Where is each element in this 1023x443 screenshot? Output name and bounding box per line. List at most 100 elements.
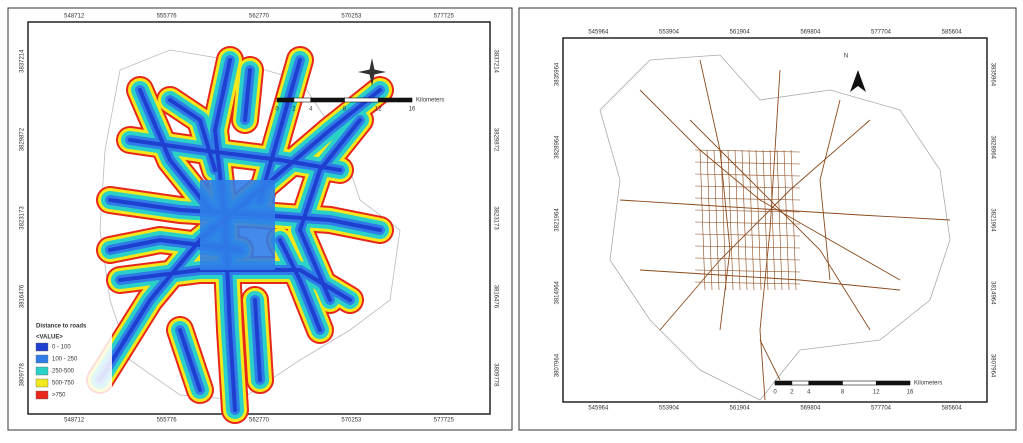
coordinate-label: 3816476 [492,285,498,309]
legend-label: >750 [52,393,66,399]
scale-segment [293,97,312,103]
scale-label: 16 [907,390,914,396]
scale-label: 8 [841,390,845,396]
scale-segment [808,380,843,386]
road-network [619,59,951,401]
coordinate-label: 545964 [588,406,609,412]
scale-label: 12 [873,390,880,396]
scale-label: 2 [790,390,794,396]
road [694,197,801,201]
coordinate-label: 555776 [157,418,178,424]
road [689,119,871,331]
road [741,149,748,291]
coordinate-label: 553904 [659,406,680,412]
road [694,161,801,165]
coordinate-label: 569804 [800,406,821,412]
coordinate-label: 555776 [157,14,178,20]
scale-label: 8 [343,107,347,113]
coordinate-label: 3835964 [989,63,995,87]
road [776,149,783,291]
coordinate-label: 3821964 [555,208,561,232]
buffer [278,238,322,332]
road [694,185,801,189]
road [694,245,801,249]
legend-title: Distance to roads [36,324,87,330]
road [734,149,741,291]
road [713,149,720,291]
coordinate-label: 561904 [730,30,751,36]
road [819,99,841,281]
scale-unit: Kilometers [914,381,942,387]
coordinate-label: 3814964 [555,280,561,304]
coordinate-label: 569804 [800,30,821,36]
legend-label: 100 - 250 [52,357,78,363]
coordinate-label: 3823173 [492,206,498,230]
road [694,269,801,273]
road [699,149,706,291]
road [639,89,901,281]
north-label: N [844,54,848,60]
scale-segment [791,380,810,386]
coordinate-label: 3823173 [20,206,26,230]
road [694,149,801,153]
scale-segment [774,380,793,386]
coordinate-label: 3837214 [20,49,26,73]
coordinate-label: 577725 [434,418,455,424]
coordinate-label: 577704 [871,406,892,412]
legend-label: 0 - 100 [52,345,71,351]
left-frame [27,21,491,415]
buffer [168,98,217,172]
buffer [243,68,252,122]
scale-label: 0 [275,107,279,113]
buffer [128,138,342,172]
scale-segment [875,380,911,386]
legend-swatch [35,354,49,364]
legend-label: 500-750 [52,381,75,387]
north-arrow [358,58,386,86]
road [748,149,755,291]
road [727,149,734,291]
legend-swatch [35,378,49,388]
coordinate-label: 570253 [341,418,362,424]
coordinate-label: 553904 [659,30,680,36]
coordinate-label: 3807964 [989,354,995,378]
road [720,149,727,291]
legend-swatch [35,390,49,400]
buffer [178,328,202,392]
coordinate-label: 3835964 [555,62,561,86]
coordinate-label: 548712 [64,14,85,20]
scale-label: 4 [807,390,811,396]
scale-segment [377,97,413,103]
right-panel [518,7,1017,431]
road [699,59,731,331]
road [639,269,901,291]
scale-unit: Kilometers [416,98,444,104]
coordinate-label: 570253 [341,14,362,20]
coordinate-label: 3809778 [492,363,498,387]
road [659,119,871,331]
coordinate-label: 3809778 [20,362,26,386]
road [790,149,797,291]
coordinate-label: 562770 [249,418,270,424]
dense-core [200,180,275,270]
coordinate-label: 3816476 [20,284,26,308]
right-frame [562,37,988,403]
coordinate-label: 585604 [942,406,963,412]
road [694,173,801,177]
coordinate-label: 3814964 [989,281,995,305]
scale-label: 2 [292,107,296,113]
buffer [138,88,212,212]
scale-segment [842,380,877,386]
scale-label: 4 [309,107,313,113]
coordinate-label: 3829872 [492,128,498,152]
coordinate-label: 3821964 [989,208,995,232]
road [694,281,801,285]
coordinate-label: 561904 [730,406,751,412]
road [706,149,713,291]
legend-swatch [35,366,49,376]
coordinate-label: 3828964 [989,136,995,160]
road [762,149,769,291]
coordinate-label: 585604 [942,30,963,36]
coordinate-label: 562770 [249,14,270,20]
